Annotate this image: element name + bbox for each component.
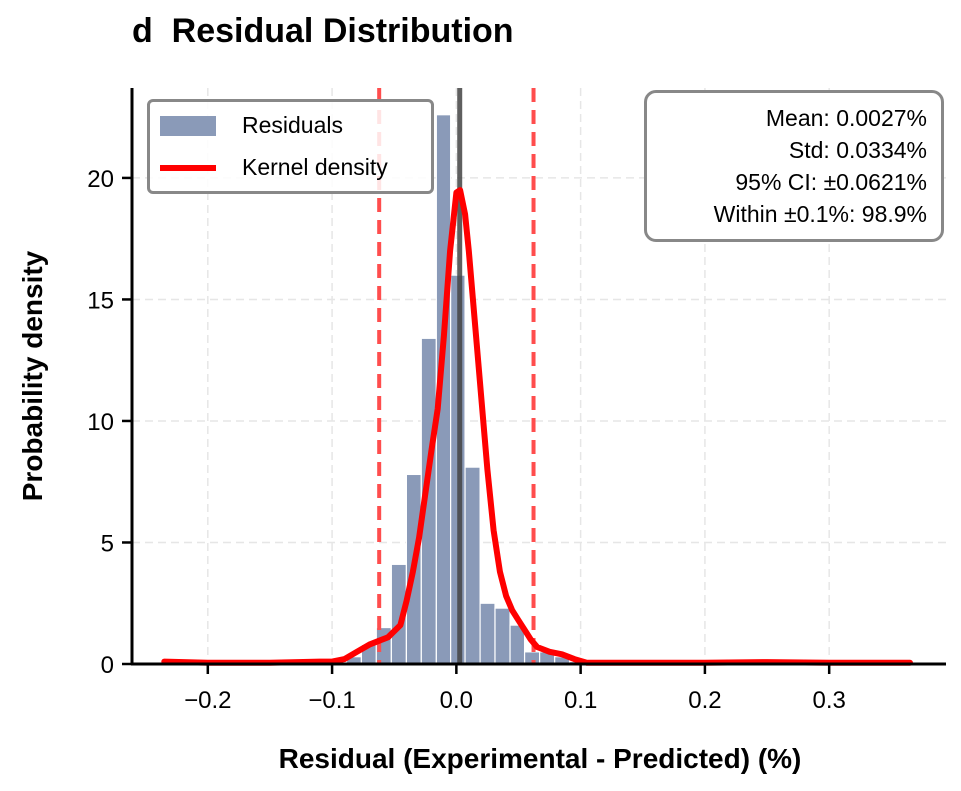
legend: Residuals Kernel density bbox=[147, 99, 434, 194]
histogram-bar bbox=[494, 607, 511, 665]
x-tick-label: 0.0 bbox=[440, 687, 473, 714]
y-axis-label: Probability density bbox=[17, 250, 48, 501]
kde-line bbox=[161, 187, 913, 666]
stat-ci: 95% CI: ±0.0621% bbox=[735, 169, 927, 195]
histogram-bars bbox=[345, 114, 585, 665]
legend-label: Residuals bbox=[242, 112, 343, 138]
y-tick-label: 5 bbox=[101, 530, 114, 557]
x-tick-label: 0.1 bbox=[564, 687, 597, 714]
x-tick-label: 0.3 bbox=[812, 687, 845, 714]
y-tick-label: 15 bbox=[87, 287, 114, 314]
stat-std: Std: 0.0334% bbox=[788, 137, 927, 163]
x-axis-label: Residual (Experimental - Predicted) (%) bbox=[279, 743, 802, 774]
tick-labels: −0.2 −0.1 0.0 0.1 0.2 0.3 0 5 10 15 20 bbox=[87, 166, 846, 714]
x-tick-label: −0.1 bbox=[308, 687, 355, 714]
histogram-bar bbox=[479, 602, 496, 665]
stat-mean: Mean: 0.0027% bbox=[765, 105, 927, 131]
chart-title: d Residual Distribution bbox=[132, 12, 514, 50]
kde-curve bbox=[161, 187, 913, 666]
legend-label: Kernel density bbox=[242, 154, 388, 180]
y-tick-label: 0 bbox=[101, 652, 114, 679]
legend-item-residuals: Residuals bbox=[160, 112, 343, 139]
kde-line-swatch-icon bbox=[160, 164, 216, 171]
y-tick-label: 20 bbox=[87, 166, 114, 193]
stats-box: Mean: 0.0027% Std: 0.0334% 95% CI: ±0.06… bbox=[644, 90, 944, 242]
stat-within: Within ±0.1%: 98.9% bbox=[713, 201, 927, 227]
legend-item-kde: Kernel density bbox=[160, 154, 388, 181]
histogram-bar bbox=[464, 466, 481, 665]
y-tick-label: 10 bbox=[87, 409, 114, 436]
axes bbox=[122, 88, 946, 674]
residuals-swatch-icon bbox=[160, 115, 216, 136]
x-tick-label: 0.2 bbox=[688, 687, 721, 714]
x-tick-label: −0.2 bbox=[184, 687, 231, 714]
